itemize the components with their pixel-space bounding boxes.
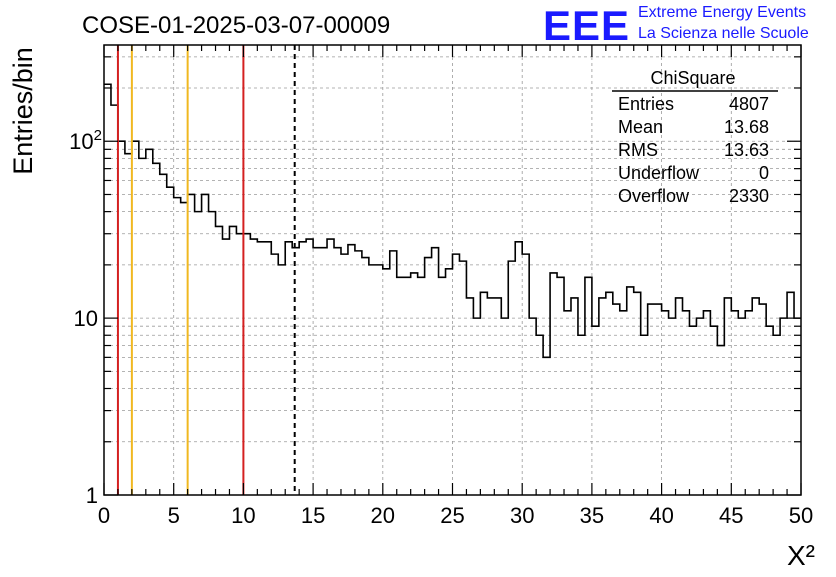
- y-tick-label: 1: [86, 483, 98, 508]
- stats-row-label: RMS: [618, 140, 658, 160]
- stats-row-value: 4807: [729, 94, 769, 114]
- stats-box-title: ChiSquare: [650, 68, 735, 88]
- x-tick-label: 25: [440, 503, 464, 528]
- y-tick-label: 10: [74, 306, 98, 331]
- histogram-marks: [104, 83, 801, 359]
- x-tick-label: 0: [98, 503, 110, 528]
- y-axis-label: Entries/bin: [8, 47, 38, 175]
- y-tick-label: 102: [69, 127, 102, 154]
- x-tick-label: 30: [510, 503, 534, 528]
- x-tick-label: 40: [649, 503, 673, 528]
- stats-row-label: Entries: [618, 94, 674, 114]
- stats-row-label: Mean: [618, 117, 663, 137]
- x-tick-label: 50: [789, 503, 813, 528]
- x-tick-label: 10: [231, 503, 255, 528]
- stats-row-value: 13.68: [724, 117, 769, 137]
- logo-line-1: Extreme Energy Events: [638, 4, 806, 21]
- vertical-lines: [116, 45, 296, 495]
- stats-row-value: 0: [759, 163, 769, 183]
- stats-box: ChiSquare Entries 4807 Mean 13.68 RMS 13.63 Un…: [612, 68, 778, 206]
- axes: 0 5 10 15 20 25 30 35 40 45 50 1 10 102: [69, 45, 813, 528]
- x-axis-label: X²: [787, 540, 815, 571]
- eee-logo: EEE Extreme Energy Events La Scienza nel…: [543, 2, 809, 49]
- stats-row-label: Overflow: [618, 186, 690, 206]
- x-tick-label: 5: [168, 503, 180, 528]
- stats-box-rows: Entries 4807 Mean 13.68 RMS 13.63 Underflow 0 Ov…: [618, 94, 769, 206]
- stats-row-value: 2330: [729, 186, 769, 206]
- grid: [104, 45, 801, 495]
- stats-row-label: Underflow: [618, 163, 700, 183]
- x-tick-label: 20: [371, 503, 395, 528]
- x-tick-label: 15: [301, 503, 325, 528]
- stats-row-value: 13.63: [724, 140, 769, 160]
- x-tick-label: 35: [580, 503, 604, 528]
- logo-mark: EEE: [543, 2, 630, 49]
- logo-line-2: La Scienza nelle Scuole: [638, 25, 809, 42]
- chart-title: COSE-01-2025-03-07-00009: [82, 12, 390, 39]
- histogram-line: [104, 83, 801, 359]
- x-tick-label: 45: [719, 503, 743, 528]
